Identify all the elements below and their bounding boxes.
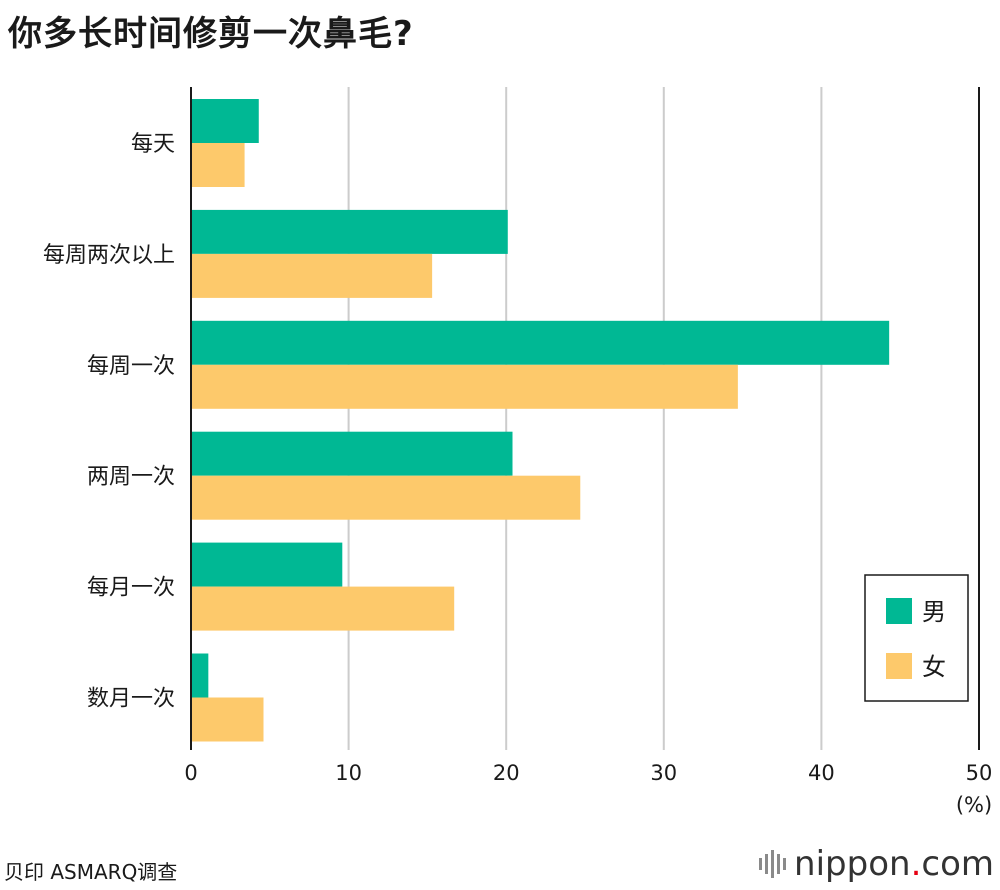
x-tick-label-10: 10 (335, 761, 362, 785)
x-unit-label: (%) (956, 793, 992, 817)
bar-male-5 (191, 653, 209, 698)
x-ticks: 0 10 20 30 40 50 (184, 761, 992, 785)
bar-male-0 (191, 99, 259, 143)
bar-female-1 (191, 253, 433, 298)
logo-suffix: com (921, 844, 994, 884)
bar-female-3 (191, 475, 581, 520)
logo-dot: . (910, 844, 922, 884)
bar-male-1 (191, 209, 508, 254)
category-label-5: 数月一次 (87, 687, 175, 712)
nippon-logo: nippon. com (759, 844, 994, 884)
logo-bars-icon (759, 849, 787, 879)
bar-female-5 (191, 697, 264, 742)
category-label-3: 两周一次 (87, 465, 175, 490)
legend-swatch-male (886, 598, 912, 624)
bar-female-0 (191, 143, 245, 187)
grid-lines (347, 87, 980, 750)
logo-text: nippon (794, 844, 911, 884)
bar-female-2 (191, 364, 738, 409)
category-label-4: 每月一次 (87, 576, 175, 601)
x-tick-label-50: 50 (966, 761, 993, 785)
legend-swatch-female (886, 653, 912, 679)
chart-title: 你多长时间修剪一次鼻毛? (8, 14, 414, 54)
legend: 男 女 (864, 574, 969, 702)
bar-female-4 (191, 586, 455, 631)
source-note: 贝印 ASMARQ调查 (4, 860, 178, 884)
legend-box (864, 574, 969, 702)
bar-male-4 (191, 542, 343, 587)
bar-male-2 (191, 320, 890, 365)
x-tick-label-30: 30 (650, 761, 677, 785)
bars (191, 99, 890, 742)
x-tick-label-20: 20 (493, 761, 520, 785)
legend-label-male: 男 (922, 598, 946, 626)
category-label-0: 每天 (131, 132, 175, 157)
bar-male-3 (191, 431, 513, 476)
x-tick-label-0: 0 (184, 761, 197, 785)
category-label-2: 每周一次 (87, 354, 175, 379)
x-tick-label-40: 40 (808, 761, 835, 785)
category-label-1: 每周两次以上 (43, 243, 175, 268)
legend-label-female: 女 (922, 653, 946, 681)
